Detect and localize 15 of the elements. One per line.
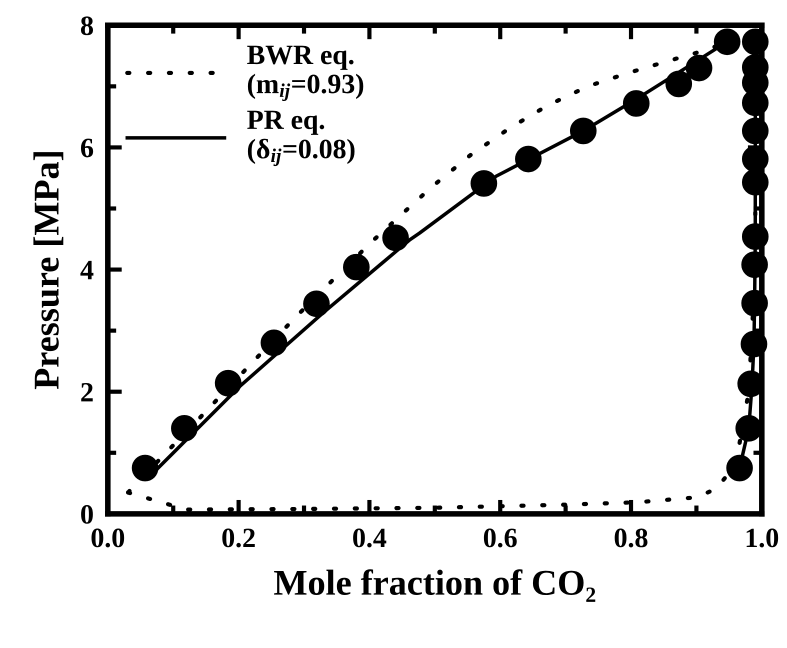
- x-tick-label: 0.4: [353, 528, 386, 548]
- y-tick-label: 6: [80, 138, 94, 158]
- x-tick-label: 0.6: [484, 528, 517, 548]
- y-tick-label: 0: [81, 505, 93, 524]
- x-tick-label: 1.0: [746, 528, 778, 548]
- x-tick-label: 0.0: [92, 528, 124, 548]
- y-tick-label: 2: [81, 382, 93, 402]
- y-axis-title: Pressure [MPa]: [33, 152, 64, 390]
- legend-label: BWR eq. (m$_{ij}$=0.93): [247, 46, 364, 102]
- x-tick-label: 0.2: [222, 528, 255, 548]
- x-tick-label: 0.8: [614, 528, 648, 548]
- legend-label: PR eq. (δ$_{ij}$=0.08): [247, 110, 355, 166]
- x-axis-title: Mole fraction of CO₂: [274, 569, 596, 602]
- y-tick-label: 4: [80, 260, 94, 280]
- y-tick-label: 8: [80, 16, 94, 36]
